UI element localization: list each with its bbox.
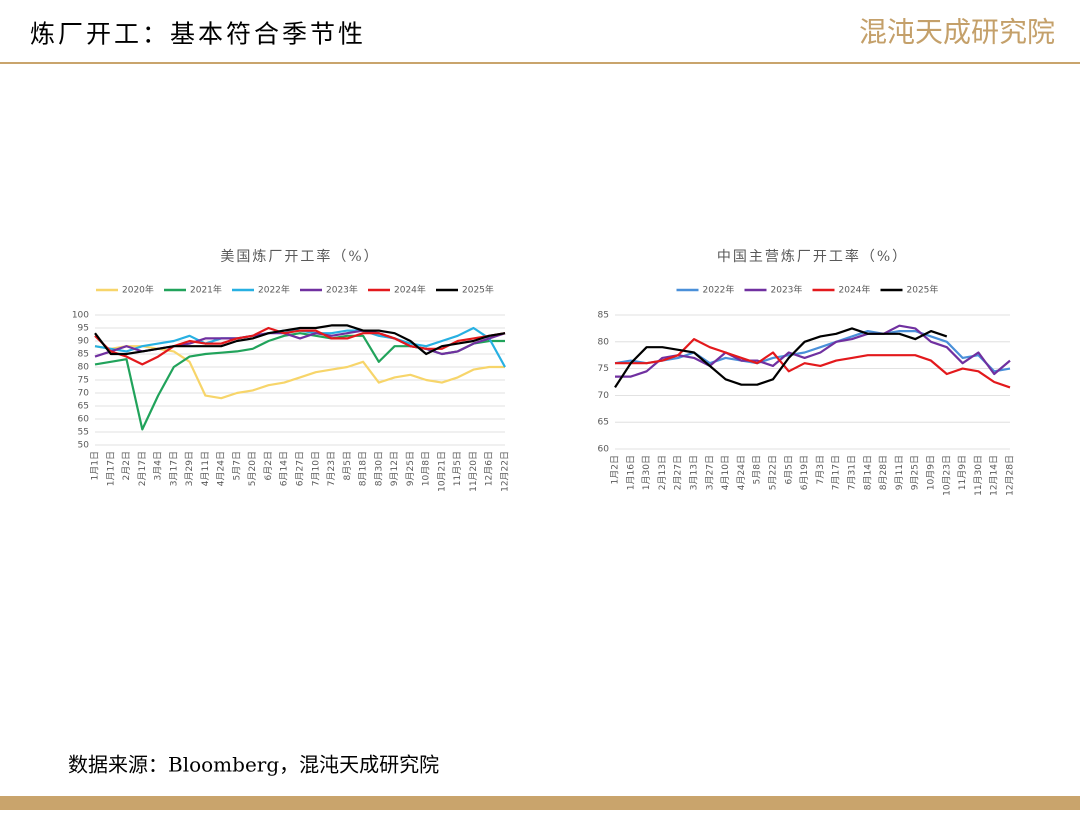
series-line: [94, 345, 505, 400]
legend-label: 2023年: [326, 284, 358, 296]
y-tick-label: 70: [598, 391, 610, 401]
x-tick-label: 11月20日: [468, 451, 479, 492]
legend-label: 2025年: [462, 284, 494, 296]
x-tick-label: 3月17日: [168, 451, 179, 486]
y-tick-label: 60: [598, 445, 610, 455]
x-tick-label: 12月22日: [500, 451, 511, 492]
x-tick-label: 6月19日: [799, 455, 810, 490]
x-tick-label: 1月17日: [105, 451, 116, 486]
x-tick-label: 11月5日: [452, 451, 463, 486]
x-tick-label: 8月28日: [878, 455, 889, 490]
x-tick-label: 2月27日: [673, 455, 684, 490]
chart-title: 中国主营炼厂开工率（%）: [717, 248, 908, 265]
x-tick-label: 7月17日: [831, 455, 842, 490]
x-tick-label: 3月27日: [704, 455, 715, 490]
x-tick-label: 7月3日: [815, 455, 826, 484]
y-tick-label: 55: [78, 428, 89, 438]
chart-title: 美国炼厂开工率（%）: [220, 248, 379, 265]
legend-label: 2021年: [190, 284, 222, 296]
legend-label: 2022年: [703, 284, 735, 296]
x-tick-label: 11月30日: [973, 455, 984, 496]
x-tick-label: 1月16日: [625, 455, 636, 490]
footer-bar: [0, 796, 1080, 810]
x-tick-label: 5月7日: [231, 451, 242, 480]
y-tick-label: 90: [78, 337, 90, 347]
x-tick-label: 12月14日: [989, 455, 1000, 496]
x-tick-label: 9月11日: [894, 455, 905, 490]
x-tick-label: 1月1日: [90, 451, 101, 480]
x-tick-label: 5月20日: [247, 451, 258, 486]
x-tick-label: 3月13日: [689, 455, 700, 490]
series-line: [614, 330, 1011, 373]
x-tick-label: 2月17日: [137, 451, 148, 486]
x-tick-label: 8月14日: [862, 455, 873, 490]
x-tick-label: 9月25日: [910, 455, 921, 490]
legend-label: 2024年: [394, 284, 426, 296]
logo: 混沌天成研究院: [859, 16, 1055, 49]
y-tick-label: 85: [78, 350, 89, 360]
legend-label: 2024年: [839, 284, 871, 296]
y-tick-label: 80: [598, 337, 610, 347]
x-tick-label: 6月27日: [295, 451, 306, 486]
x-tick-label: 4月24日: [216, 451, 227, 486]
x-tick-label: 4月10日: [720, 455, 731, 490]
x-tick-label: 7月23日: [326, 451, 337, 486]
x-tick-label: 7月31日: [847, 455, 858, 490]
y-tick-label: 85: [598, 311, 609, 321]
x-tick-label: 6月14日: [279, 451, 290, 486]
x-tick-label: 2月13日: [657, 455, 668, 490]
y-tick-label: 50: [78, 441, 90, 451]
x-tick-label: 3月4日: [153, 451, 164, 480]
x-tick-label: 4月24日: [736, 455, 747, 490]
x-tick-label: 10月21日: [436, 451, 447, 492]
x-tick-label: 1月30日: [641, 455, 652, 490]
legend-label: 2025年: [907, 284, 939, 296]
series-line: [614, 327, 948, 389]
y-tick-label: 80: [78, 363, 90, 373]
x-tick-label: 3月29日: [184, 451, 195, 486]
legend-label: 2023年: [771, 284, 803, 296]
source-note: 数据来源：Bloomberg，混沌天成研究院: [68, 753, 439, 777]
y-tick-label: 60: [78, 415, 90, 425]
x-tick-label: 10月8日: [421, 451, 432, 486]
x-tick-label: 12月28日: [1005, 455, 1016, 496]
x-tick-label: 1月2日: [610, 455, 621, 484]
x-tick-label: 12月6日: [484, 451, 495, 486]
legend-label: 2022年: [258, 284, 290, 296]
y-tick-label: 65: [598, 418, 609, 428]
x-tick-label: 4月11日: [200, 451, 211, 486]
x-tick-label: 8月5日: [342, 451, 353, 480]
y-tick-label: 100: [72, 311, 89, 321]
y-tick-label: 75: [598, 364, 609, 374]
x-tick-label: 10月9日: [926, 455, 937, 490]
slide-title: 炼厂开工：基本符合季节性: [30, 20, 366, 49]
x-tick-label: 9月25日: [405, 451, 416, 486]
x-tick-label: 7月10日: [310, 451, 321, 486]
x-tick-label: 6月2日: [263, 451, 274, 480]
x-tick-label: 2月2日: [121, 451, 132, 480]
header-rule: [0, 62, 1080, 64]
x-tick-label: 11月9日: [957, 455, 968, 490]
x-tick-label: 10月23日: [941, 455, 952, 496]
y-tick-label: 95: [78, 324, 89, 334]
y-tick-label: 65: [78, 402, 89, 412]
y-tick-label: 75: [78, 376, 89, 386]
x-tick-label: 6月5日: [783, 455, 794, 484]
series-line: [615, 324, 1011, 378]
series-line: [94, 324, 506, 356]
x-tick-label: 8月18日: [358, 451, 369, 486]
x-tick-label: 5月22日: [768, 455, 779, 490]
x-tick-label: 5月8日: [752, 455, 763, 484]
y-tick-label: 70: [78, 389, 90, 399]
x-tick-label: 8月30日: [373, 451, 384, 486]
series-line: [615, 338, 1011, 389]
x-tick-label: 9月12日: [389, 451, 400, 486]
legend-label: 2020年: [122, 284, 154, 296]
